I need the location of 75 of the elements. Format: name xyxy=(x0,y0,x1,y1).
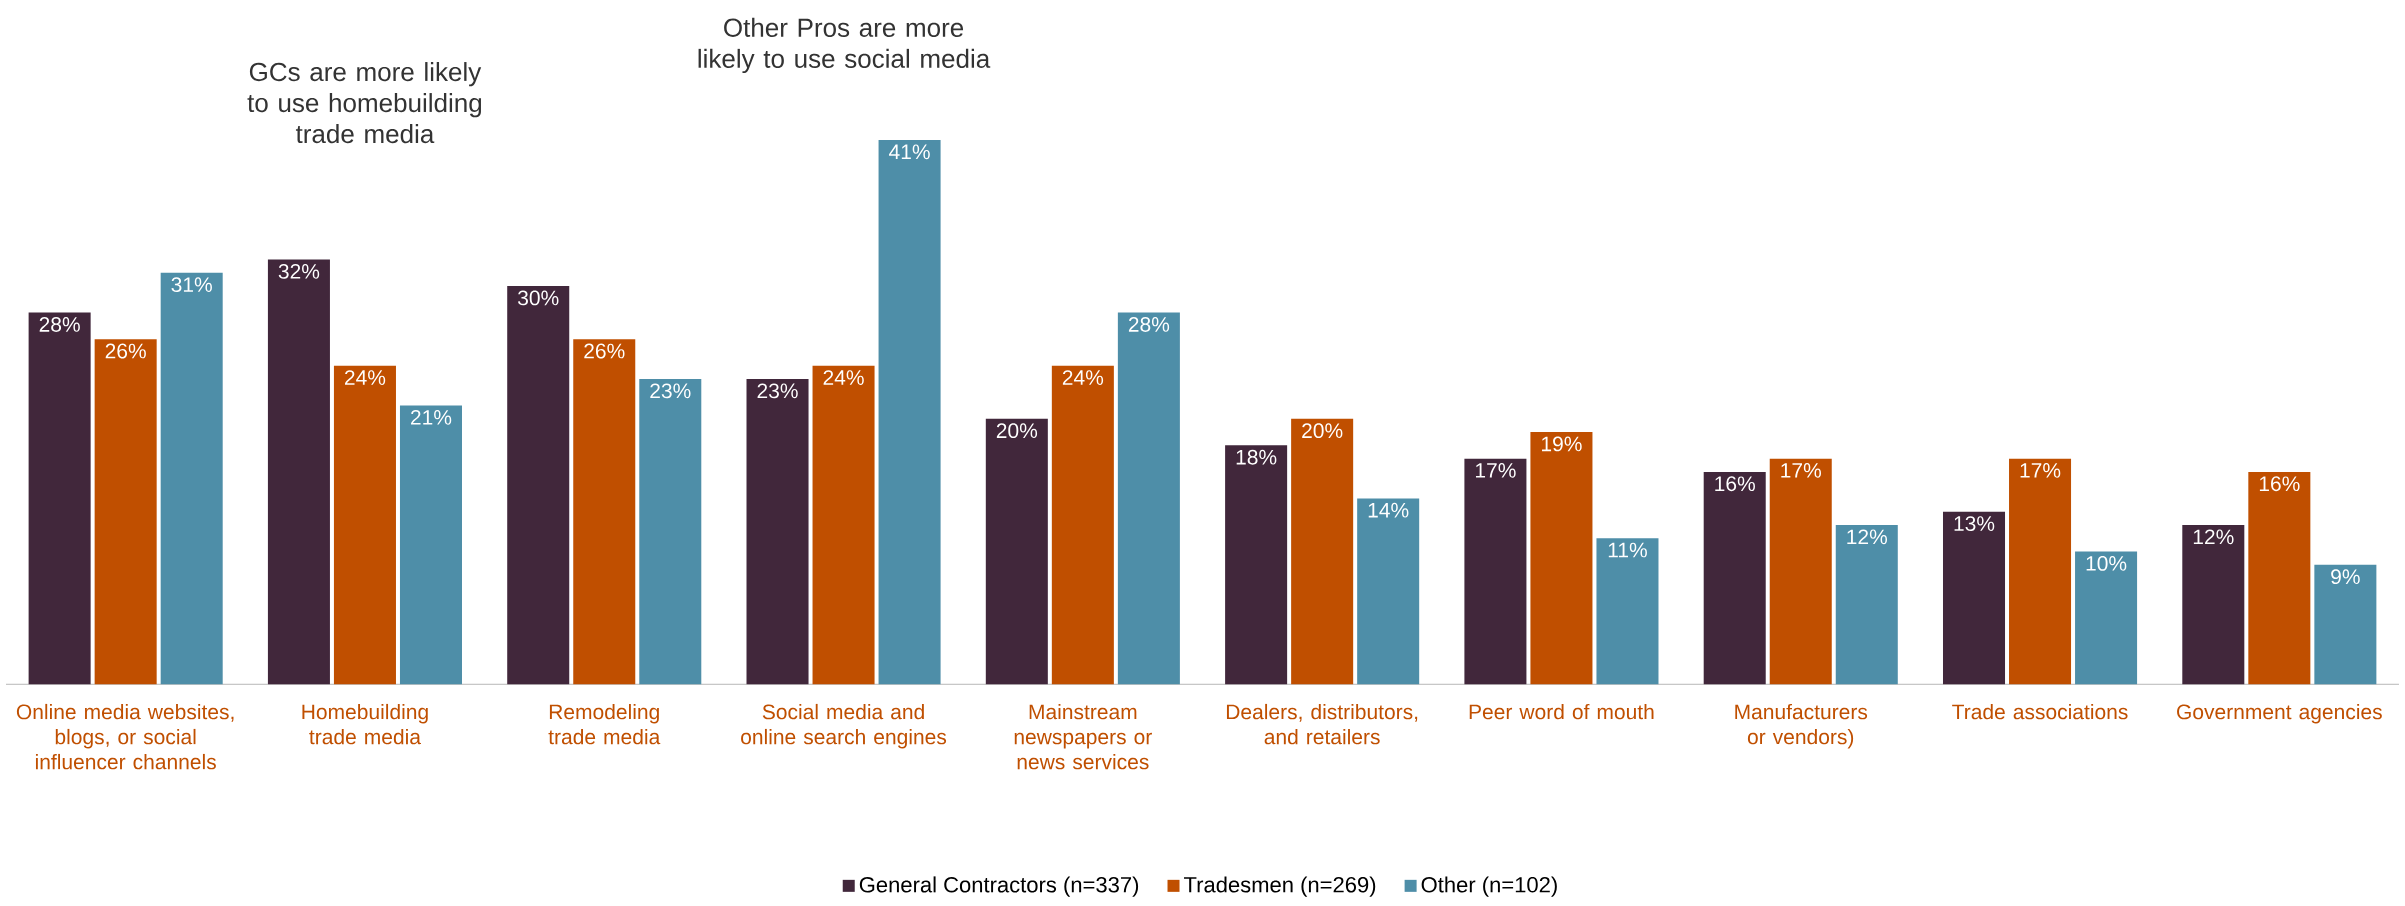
data-label: 18% xyxy=(1236,449,1277,465)
x-tick-label: Manufacturers or vendors) xyxy=(1735,703,1868,749)
bar xyxy=(1835,524,1898,685)
x-tick-label: Mainstream newspapers or news services xyxy=(1014,703,1152,770)
annotation: GCs are more likely to use homebuilding trade media xyxy=(247,61,482,143)
bar xyxy=(333,365,396,685)
bar xyxy=(1769,458,1832,685)
data-label: 24% xyxy=(1062,369,1104,385)
x-tick-label: Dealers, distributors, and retailers xyxy=(1226,703,1418,745)
data-label: 17% xyxy=(1781,462,1821,478)
data-label: 28% xyxy=(39,316,80,332)
data-label: 23% xyxy=(650,383,691,399)
bar xyxy=(267,259,330,685)
data-label: 26% xyxy=(584,343,625,359)
data-label: 32% xyxy=(278,263,320,279)
data-label: 13% xyxy=(1954,515,1995,531)
bar xyxy=(1357,498,1420,685)
x-tick-label: Trade associations xyxy=(1952,703,2128,720)
x-tick-label: Online media websites, blogs, or social influencer channels xyxy=(16,703,234,770)
data-label: 17% xyxy=(1475,462,1516,478)
bar xyxy=(878,139,941,685)
bar xyxy=(1596,538,1659,685)
data-label: 41% xyxy=(889,144,930,159)
data-label: 12% xyxy=(1847,529,1888,545)
bar xyxy=(746,378,809,685)
data-label: 12% xyxy=(2193,529,2234,545)
bar xyxy=(2314,564,2377,685)
data-label: 14% xyxy=(1368,502,1409,518)
data-label: 30% xyxy=(517,290,559,306)
bar xyxy=(639,378,702,685)
bar xyxy=(2075,551,2138,685)
bar xyxy=(1291,418,1354,685)
data-label: 26% xyxy=(105,343,146,359)
bar xyxy=(812,365,875,685)
bar xyxy=(160,272,223,685)
legend-label: Other (n=102) xyxy=(1421,876,1557,897)
x-tick-label: Peer word of mouth xyxy=(1469,703,1654,720)
data-label: 16% xyxy=(2259,476,2300,491)
data-label: 31% xyxy=(171,277,212,292)
bar xyxy=(2248,471,2311,685)
bar xyxy=(1464,458,1527,685)
data-label: 19% xyxy=(1542,436,1582,452)
data-label: 17% xyxy=(2020,462,2061,478)
bar xyxy=(2009,458,2072,685)
bar xyxy=(94,338,157,685)
x-tick-label: Remodeling trade media xyxy=(548,703,661,745)
bar xyxy=(1530,431,1593,685)
data-label: 23% xyxy=(757,383,798,399)
legend-label: Tradesmen (n=269) xyxy=(1184,876,1376,897)
bar xyxy=(1225,445,1288,685)
bar xyxy=(985,418,1048,685)
data-label: 10% xyxy=(2086,555,2127,571)
data-label: 11% xyxy=(1608,542,1647,558)
bar xyxy=(2182,524,2245,685)
data-label: 9% xyxy=(2331,569,2360,584)
bar xyxy=(1117,312,1180,685)
x-tick-label: Government agencies xyxy=(2177,703,2382,724)
data-label: 16% xyxy=(1715,476,1755,491)
bar xyxy=(399,405,462,685)
bar xyxy=(1703,471,1766,685)
legend-label: General Contractors (n=337) xyxy=(859,876,1139,897)
data-label: 21% xyxy=(411,409,452,425)
text: Other Pros are more likely to use social media xyxy=(698,17,991,73)
x-tick-label: Social media and online search engines xyxy=(741,703,947,749)
bar xyxy=(1943,511,2006,685)
data-label: 24% xyxy=(823,369,864,385)
bar xyxy=(28,312,91,685)
data-label: 20% xyxy=(996,423,1038,438)
bar xyxy=(1051,365,1114,685)
bar xyxy=(507,285,570,685)
data-label: 20% xyxy=(1302,423,1343,438)
data-label: 24% xyxy=(345,369,386,385)
x-tick-label: Homebuilding trade media xyxy=(302,703,428,745)
bar xyxy=(573,338,636,685)
data-label: 28% xyxy=(1128,316,1170,332)
